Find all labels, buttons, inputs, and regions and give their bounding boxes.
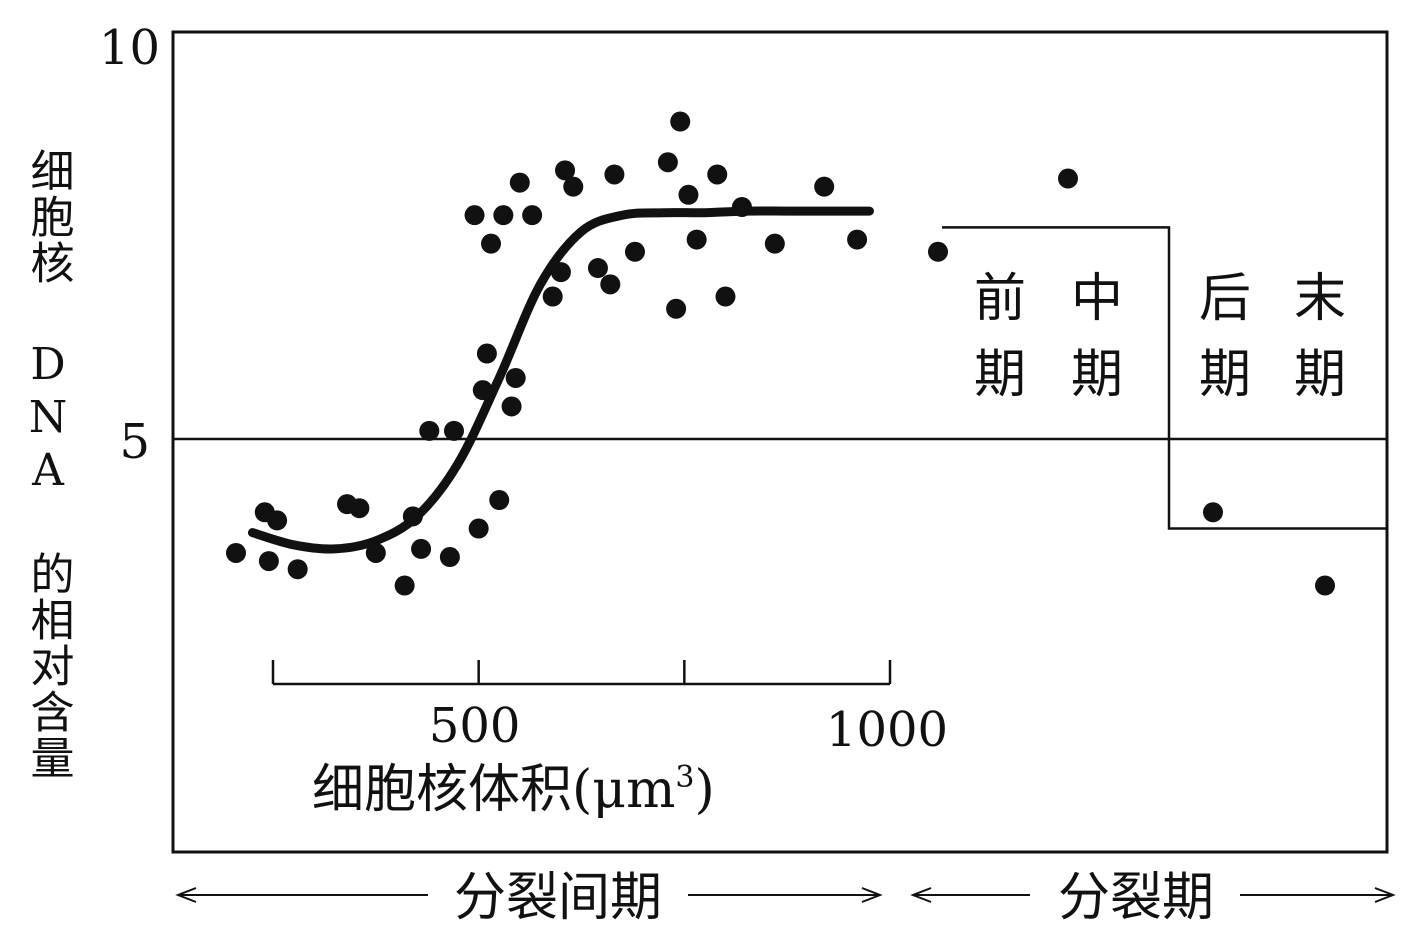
phase-label: 中: [1071, 269, 1123, 329]
data-point: [365, 542, 386, 563]
data-point: [505, 367, 526, 388]
data-point: [600, 274, 621, 295]
y-tick-label: 5: [119, 414, 150, 470]
data-point: [814, 176, 835, 197]
phase-label: 末: [1294, 269, 1346, 329]
data-point: [501, 396, 522, 417]
inset-axis: 500 1000 细胞核体积(μm3): [271, 660, 948, 820]
data-point: [550, 262, 571, 283]
fit-curve: [247, 206, 874, 554]
data-point: [394, 575, 415, 596]
data-point: [419, 420, 440, 441]
data-point: [678, 184, 699, 205]
division-point: [1203, 502, 1223, 523]
data-point: [686, 229, 707, 250]
arrow-head: [1374, 887, 1396, 903]
data-point: [481, 233, 502, 254]
data-point: [493, 205, 514, 226]
y-tick-label: 10: [99, 20, 160, 76]
data-point: [439, 547, 460, 568]
data-point: [563, 176, 584, 197]
data-point: [464, 205, 485, 226]
phase-label: 期: [1199, 345, 1251, 405]
data-point: [587, 258, 608, 279]
data-point: [468, 518, 489, 539]
data-point: [666, 298, 687, 319]
phase-label: 前: [974, 269, 1026, 329]
data-point: [258, 551, 279, 572]
data-point: [657, 152, 678, 173]
x-tick-label: 500: [429, 698, 521, 754]
data-point: [715, 286, 736, 307]
phase-label: 后: [1199, 269, 1251, 329]
points: [225, 111, 1335, 596]
data-point: [402, 506, 423, 527]
division-point: [1315, 575, 1335, 596]
data-point: [476, 343, 497, 364]
data-point: [847, 229, 868, 250]
band-label-division: 分裂期: [1058, 868, 1214, 928]
division-step-line: [942, 226, 1387, 530]
plot-frame: [171, 30, 1389, 854]
division-point: [928, 241, 948, 262]
data-point: [542, 286, 563, 307]
division-point: [1058, 168, 1078, 189]
arrow-head: [910, 887, 932, 903]
data-point: [443, 420, 464, 441]
data-point: [670, 111, 691, 132]
data-point: [411, 538, 432, 559]
data-point: [349, 498, 370, 519]
band-label-interphase: 分裂间期: [454, 868, 662, 928]
data-point: [624, 241, 645, 262]
y-axis-label: 细胞核 DNA 的相对含量: [23, 148, 74, 781]
data-point: [555, 160, 576, 181]
data-point: [472, 380, 493, 401]
data-point: [287, 559, 308, 580]
data-point: [764, 233, 785, 254]
x-tick-label: 1000: [826, 702, 948, 758]
data-point: [489, 490, 510, 511]
x-axis-label: 细胞核体积(μm3): [312, 760, 715, 820]
data-point: [707, 164, 728, 185]
reference-lines: [173, 226, 1387, 530]
data-point: [267, 510, 288, 531]
phase-label: 期: [1294, 345, 1346, 405]
data-point: [509, 172, 530, 193]
fit-curve-group: [247, 206, 874, 554]
phase-label: 期: [974, 345, 1026, 405]
data-point: [731, 197, 752, 218]
bottom-bands: 分裂间期 分裂期: [175, 868, 1396, 928]
arrow-head: [861, 887, 883, 903]
data-point: [604, 164, 625, 185]
data-point: [522, 205, 543, 226]
phase-label: 期: [1071, 345, 1123, 405]
data-point: [225, 542, 246, 563]
arrow-head: [175, 887, 197, 903]
frame: [171, 30, 1389, 854]
